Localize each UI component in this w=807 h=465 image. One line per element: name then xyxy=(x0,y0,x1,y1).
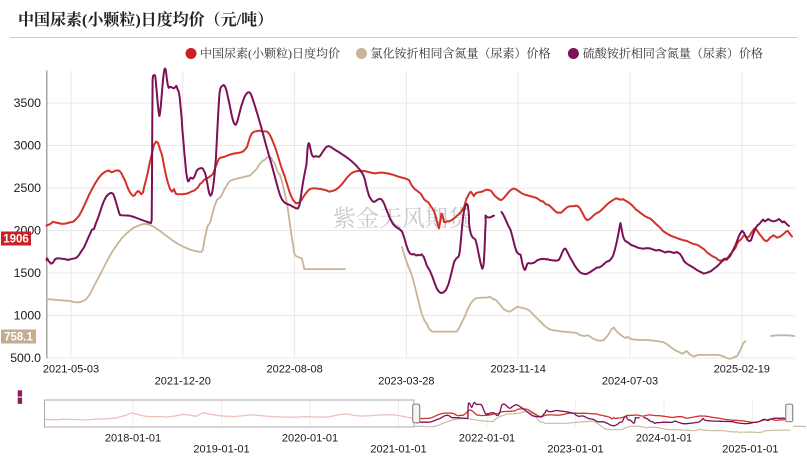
svg-text:1000: 1000 xyxy=(14,309,42,323)
svg-text:硫酸铵折相同含氮量（尿素）价格: 硫酸铵折相同含氮量（尿素）价格 xyxy=(583,46,763,61)
svg-text:2021-01-01: 2021-01-01 xyxy=(370,444,426,456)
svg-text:2024-07-03: 2024-07-03 xyxy=(602,376,658,388)
svg-text:2023-11-14: 2023-11-14 xyxy=(490,364,545,376)
svg-text:2019-01-01: 2019-01-01 xyxy=(193,444,249,456)
svg-text:2023-01-01: 2023-01-01 xyxy=(547,444,603,456)
svg-text:500.0: 500.0 xyxy=(10,351,41,365)
svg-text:2022-01-01: 2022-01-01 xyxy=(459,433,515,445)
svg-text:1500: 1500 xyxy=(14,266,42,280)
svg-text:2022-08-08: 2022-08-08 xyxy=(266,364,322,376)
svg-text:2020-01-01: 2020-01-01 xyxy=(282,433,338,445)
svg-text:2021-12-20: 2021-12-20 xyxy=(155,376,211,388)
svg-text:氯化铵折相同含氮量（尿素）价格: 氯化铵折相同含氮量（尿素）价格 xyxy=(371,46,551,61)
svg-text:2025-01-01: 2025-01-01 xyxy=(722,444,778,456)
svg-text:2021-05-03: 2021-05-03 xyxy=(43,364,99,376)
svg-text:紫金天风期货: 紫金天风期货 xyxy=(333,206,473,231)
svg-text:中国尿素(小颗粒)日度均价: 中国尿素(小颗粒)日度均价 xyxy=(200,46,340,61)
svg-text:2500: 2500 xyxy=(14,181,42,195)
svg-text:2018-01-01: 2018-01-01 xyxy=(105,433,161,445)
svg-text:3000: 3000 xyxy=(14,139,42,153)
svg-text:758.1: 758.1 xyxy=(4,332,33,344)
svg-text:3500: 3500 xyxy=(14,96,42,110)
svg-text:2023-03-28: 2023-03-28 xyxy=(378,376,434,388)
svg-text:中国尿素(小颗粒)日度均价（元/吨）: 中国尿素(小颗粒)日度均价（元/吨） xyxy=(18,10,273,29)
svg-text:1906: 1906 xyxy=(3,234,29,246)
svg-text:2025-02-19: 2025-02-19 xyxy=(714,364,770,376)
svg-text:2024-01-01: 2024-01-01 xyxy=(636,433,692,445)
